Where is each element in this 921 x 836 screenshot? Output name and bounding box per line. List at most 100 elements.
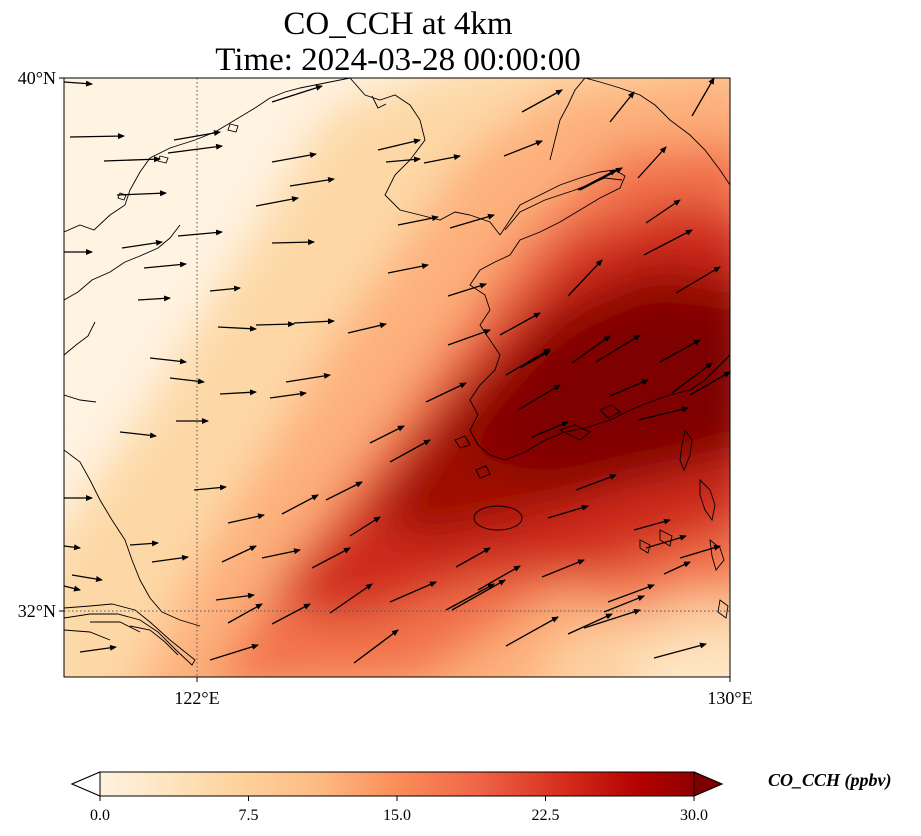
wind-arrow [385, 156, 421, 163]
wind-arrow [609, 91, 635, 123]
wind-arrow [547, 504, 589, 519]
wind-arrow [445, 583, 495, 611]
jeju-island [473, 505, 523, 531]
wind-arrow [679, 544, 721, 559]
wind-arrow [455, 547, 491, 568]
wind-arrow [571, 335, 611, 364]
wind-arrow [285, 372, 331, 383]
wind-arrow [671, 362, 713, 394]
colorbar-tick-3: 22.5 [532, 807, 560, 824]
wind-arrow [217, 325, 257, 332]
wind-arrow [209, 285, 241, 292]
wind-arrow [281, 494, 319, 515]
wind-arrow [575, 474, 617, 491]
wind-arrow [499, 312, 541, 336]
colorbar-tick-4: 30.0 [680, 807, 708, 824]
wind-arrow [423, 154, 461, 164]
wind-arrow [689, 371, 731, 396]
wind-vectors [63, 77, 731, 664]
gridlines [64, 78, 730, 677]
wind-arrow [167, 143, 223, 154]
wind-arrow [129, 540, 159, 547]
wind-arrow [271, 152, 317, 163]
wind-arrow [71, 574, 103, 582]
wind-arrow [325, 481, 363, 501]
lat-tick-32n: 32°N [18, 601, 56, 621]
wind-arrow [517, 384, 561, 411]
wind-arrow [531, 421, 569, 438]
concentration-field [64, 78, 730, 677]
title-line-2: Time: 2024-03-28 00:00:00 [215, 42, 581, 78]
wind-arrow [79, 644, 117, 653]
wind-arrow [477, 565, 521, 591]
wind-arrow [103, 156, 161, 163]
wind-arrow [633, 518, 671, 531]
colorbar-title: CO_CCH (ppbv) [768, 770, 892, 790]
wind-arrow [451, 579, 506, 611]
wind-arrow [271, 603, 311, 625]
wind-arrow [271, 84, 323, 103]
wind-arrow [505, 348, 551, 376]
wind-arrow [347, 322, 387, 334]
coastlines [64, 78, 730, 666]
wind-arrow [577, 169, 617, 191]
wind-arrow [425, 382, 467, 403]
wind-arrow [149, 357, 187, 365]
wind-arrow [659, 339, 701, 363]
wind-arrow [645, 534, 687, 549]
wind-arrow [447, 282, 487, 297]
wind-arrow [603, 595, 645, 613]
title-line-1: CO_CCH at 4km [283, 6, 513, 42]
wind-arrow [219, 389, 257, 396]
wind-arrow [215, 592, 255, 601]
wind-arrow [143, 261, 187, 269]
wind-arrow [447, 329, 491, 346]
wind-arrow [69, 133, 125, 140]
wind-arrow [63, 585, 81, 592]
wind-arrow [637, 406, 689, 421]
wind-arrow [691, 77, 715, 117]
wind-arrow [579, 167, 623, 191]
wind-arrow [645, 199, 681, 224]
colorbar: 0.0 7.5 15.0 22.5 30.0 [70, 771, 724, 824]
wind-arrow [227, 513, 265, 524]
wind-arrow [377, 138, 421, 151]
map-frame [63, 77, 731, 678]
colorbar-tick-1: 7.5 [239, 807, 259, 824]
wind-arrow [209, 643, 259, 661]
wind-arrow [269, 390, 307, 399]
wind-arrow [63, 544, 81, 551]
wind-arrow [169, 377, 205, 385]
wind-arrow [116, 190, 167, 197]
wind-arrow [519, 350, 551, 369]
wind-arrow [567, 259, 603, 297]
wind-arrow [353, 629, 399, 664]
lon-tick-122e: 122°E [174, 688, 219, 708]
wind-arrow [151, 554, 189, 563]
wind-arrow [449, 213, 495, 229]
lon-tick-130e: 130°E [707, 688, 752, 708]
wind-arrow [607, 584, 655, 603]
wind-arrow [311, 547, 351, 569]
colorbar-tick-2: 15.0 [383, 807, 411, 824]
wind-arrow [121, 239, 163, 249]
lat-tick-40n: 40°N [18, 68, 56, 88]
colorbar-extend-min [70, 771, 101, 797]
wind-arrow [567, 613, 613, 635]
wind-arrow [227, 603, 263, 624]
wind-arrow [389, 581, 437, 603]
wind-arrow [193, 484, 227, 491]
wind-arrow [63, 80, 93, 87]
wind-arrow [173, 130, 221, 141]
wind-arrow [289, 176, 335, 187]
wind-arrow [653, 642, 707, 659]
wind-arrow [609, 379, 649, 397]
wind-arrow [329, 583, 373, 614]
wind-arrow [503, 140, 543, 157]
wind-arrow [595, 334, 641, 363]
wind-arrow [221, 545, 257, 563]
wind-arrow [387, 263, 429, 274]
wind-arrow [643, 229, 693, 256]
wind-arrow [119, 431, 157, 439]
